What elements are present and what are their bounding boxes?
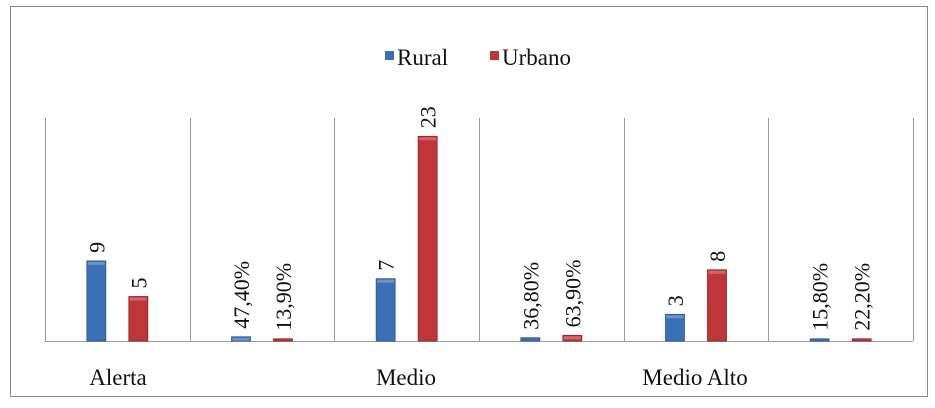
data-label-urbano-3: 63,90%	[560, 259, 585, 327]
bar-urbano-5	[851, 338, 872, 342]
bar-urbano-0	[128, 296, 149, 342]
data-label-urbano-2: 23	[416, 106, 441, 128]
chart-border	[10, 6, 928, 397]
category-labels: Alerta Medio Medio Alto	[89, 365, 747, 390]
category-label-medio: Medio	[376, 365, 436, 390]
bar-rural-3	[520, 337, 541, 342]
legend-swatch-urbano	[490, 51, 499, 60]
bar-highlight	[563, 336, 581, 340]
data-label-rural-5: 15,80%	[808, 263, 833, 331]
category-label-medio-alto: Medio Alto	[642, 365, 747, 390]
bar-highlight	[377, 279, 395, 283]
plot-area: 9 47,40% 7 36,80% 3 15,80% 5 13,90% 23 63,90% 8 22,…	[45, 106, 914, 342]
data-label-rural-3: 36,80%	[518, 262, 543, 330]
bar-highlight	[666, 315, 684, 319]
data-label-urbano-5: 22,20%	[850, 263, 875, 331]
bar-rural-2	[375, 278, 396, 342]
data-label-rural-4: 3	[663, 295, 688, 306]
bar-highlight	[87, 261, 105, 265]
bar-rural-4	[665, 313, 685, 342]
bar-highlight	[419, 137, 437, 141]
data-label-urbano-0: 5	[126, 278, 151, 289]
bar-highlight	[129, 297, 147, 301]
data-label-rural-0: 9	[84, 242, 109, 253]
legend-label-urbano: Urbano	[502, 45, 571, 70]
bar-rural-1	[231, 336, 251, 342]
bar-urbano-3	[562, 334, 583, 342]
bar-urbano-1	[273, 338, 293, 342]
legend: Rural Urbano	[385, 45, 571, 70]
legend-label-rural: Rural	[397, 45, 448, 70]
bar-highlight	[708, 270, 726, 274]
bar-rural-5	[809, 338, 830, 342]
data-label-urbano-4: 8	[705, 251, 730, 262]
bar-highlight	[232, 337, 250, 341]
bar-rural-0	[86, 260, 107, 342]
bar-urbano-2	[417, 135, 438, 342]
bar-urbano-4	[707, 269, 727, 342]
category-label-alerta: Alerta	[89, 365, 146, 390]
legend-swatch-rural	[385, 51, 394, 60]
data-label-rural-1: 47,40%	[229, 261, 254, 329]
data-label-urbano-1: 13,90%	[271, 263, 296, 331]
data-label-rural-2: 7	[374, 260, 399, 271]
